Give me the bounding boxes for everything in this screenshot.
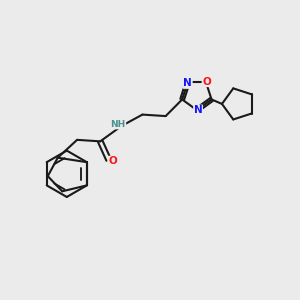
Text: NH: NH bbox=[110, 120, 126, 129]
Text: N: N bbox=[183, 78, 192, 88]
Text: N: N bbox=[194, 105, 203, 115]
Text: O: O bbox=[202, 76, 211, 87]
Text: O: O bbox=[108, 156, 117, 166]
